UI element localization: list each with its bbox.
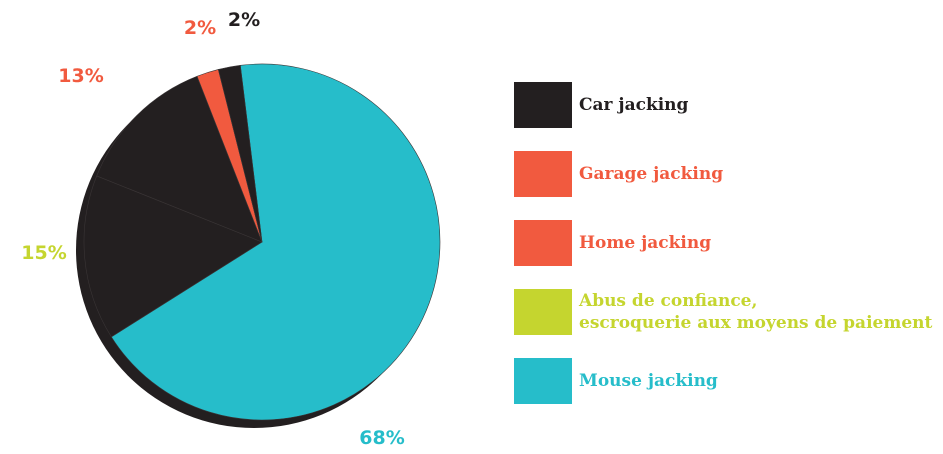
- legend-item-abus-de-confiance-escroquerie-aux-moyens-de-paiement: Abus de confiance, escroquerie aux moyens…: [514, 289, 932, 335]
- legend-label-line: Home jacking: [579, 233, 712, 253]
- legend-label-line: Abus de confiance,: [579, 291, 758, 311]
- legend-label: Garage jacking: [579, 163, 723, 185]
- legend-item-mouse-jacking: Mouse jacking: [514, 358, 718, 404]
- legend-label: Home jacking: [579, 232, 711, 254]
- legend-label-line: escroquerie aux moyens de paiement: [579, 313, 933, 333]
- legend-label: Abus de confiance, escroquerie aux moyens…: [579, 290, 932, 334]
- legend-label-line: Car jacking: [579, 95, 689, 115]
- pie-value-label-car-jacking: 2%: [228, 9, 260, 31]
- legend-item-home-jacking: Home jacking: [514, 220, 711, 266]
- pie-value-label-abus-de-confiance-escroquerie-aux-moyens-de-paiement: 15%: [21, 242, 66, 264]
- legend-swatch: [514, 151, 572, 197]
- pie-slice-car-jacking: [217, 64, 263, 243]
- pie-value-label-mouse-jacking: 68%: [359, 427, 404, 449]
- pie-value-label-garage-jacking: 2%: [184, 17, 216, 39]
- legend-label: Car jacking: [579, 94, 688, 116]
- legend-item-garage-jacking: Garage jacking: [514, 151, 723, 197]
- legend-label: Mouse jacking: [579, 370, 718, 392]
- pie-slice-home-jacking: [96, 75, 263, 243]
- legend-swatch: [514, 289, 572, 335]
- legend-item-car-jacking: Car jacking: [514, 82, 688, 128]
- pie-value-label-home-jacking: 13%: [58, 65, 103, 87]
- legend-swatch: [514, 358, 572, 404]
- pie-slice-mouse-jacking: [110, 63, 441, 421]
- legend-swatch: [514, 82, 572, 128]
- legend-label-line: Garage jacking: [579, 164, 724, 184]
- pie-slices: [83, 63, 441, 421]
- pie-value-labels: 68% 15% 13% 2% 2%: [21, 9, 404, 449]
- legend-swatch: [514, 220, 572, 266]
- pie-slice-abus-de-confiance-escroquerie-aux-moyens-de-paiement: [83, 175, 263, 338]
- legend-label-line: Mouse jacking: [579, 371, 718, 391]
